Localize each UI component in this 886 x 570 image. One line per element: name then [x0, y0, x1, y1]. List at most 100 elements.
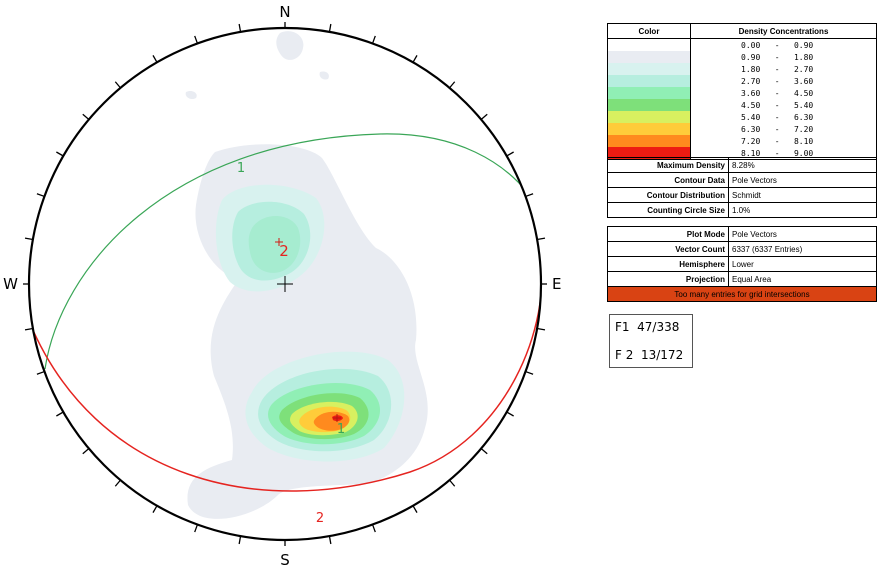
contour-info-row-value: 1.0% [728, 202, 877, 218]
plot-info-row-key: Vector Count [607, 241, 729, 257]
tick-mark [449, 479, 456, 487]
plot-info-row: Hemisphere Lower [607, 256, 877, 272]
legend-range-max: 4.50 [793, 88, 814, 98]
contour-info-row: Contour Distribution Schmidt [607, 187, 877, 203]
legend-range-min: 3.60 [741, 88, 761, 98]
legend-range: 7.20 - 8.10 [690, 135, 877, 147]
legend-swatch [607, 63, 691, 75]
legend-range: 0.00 - 0.90 [690, 38, 877, 51]
legend-swatch [607, 38, 691, 51]
legend-row: 8.10 - 9.00 [607, 147, 877, 160]
tick-mark [480, 448, 488, 455]
legend-range-max: 1.80 [793, 52, 814, 62]
legend-row: 0.90 - 1.80 [607, 51, 877, 63]
legend-range: 3.60 - 4.50 [690, 87, 877, 99]
plot-info-row-value: Lower [728, 256, 877, 272]
legend-range-min: 4.50 [741, 100, 761, 110]
plot-info-row-key: Projection [607, 271, 729, 287]
tick-mark [506, 151, 514, 157]
legend-range-max: 6.30 [793, 112, 814, 122]
plane-list-item: F 2 13/172 [615, 348, 684, 362]
plane-list-item: F1 47/338 [615, 320, 680, 334]
tick-mark [525, 370, 534, 375]
legend-range: 6.30 - 7.20 [690, 123, 877, 135]
tick-mark [412, 55, 418, 63]
contour-info-row-key: Contour Data [607, 172, 729, 188]
contour-info-row-value: Schmidt [728, 187, 877, 203]
tick-mark [449, 81, 456, 89]
plot-info-row-value: Equal Area [728, 271, 877, 287]
plot-info-row-key: Hemisphere [607, 256, 729, 272]
legend-row: 4.50 - 5.40 [607, 99, 877, 111]
tick-mark [152, 55, 158, 63]
tick-mark [536, 327, 546, 331]
legend-range: 5.40 - 6.30 [690, 111, 877, 123]
tick-mark [480, 113, 488, 120]
legend-swatch [607, 135, 691, 147]
compass-south: S [280, 551, 290, 569]
contour-band-4-upper [248, 216, 301, 273]
plot-info-row-value: 6337 (6337 Entries) [728, 241, 877, 257]
legend-range-max: 8.10 [793, 136, 814, 146]
contour-band-1-speck [185, 90, 197, 100]
legend-range-min: 8.10 [741, 148, 761, 158]
legend-range-min: 0.90 [741, 52, 761, 62]
tick-mark [238, 535, 242, 545]
legend-range-min: 2.70 [741, 76, 761, 86]
legend-row: 0.00 - 0.90 [607, 38, 877, 51]
density-contours [185, 31, 428, 519]
tick-marks [23, 22, 547, 546]
plot-info-row-value: Pole Vectors [728, 226, 877, 242]
legend-range-max: 0.90 [793, 40, 814, 50]
legend-row: 7.20 - 8.10 [607, 135, 877, 147]
tick-mark [371, 35, 376, 44]
tick-mark [36, 193, 45, 198]
tick-mark [506, 411, 514, 417]
contour-info-row: Contour Data Pole Vectors [607, 172, 877, 188]
legend-row: 6.30 - 7.20 [607, 123, 877, 135]
plot-info-row: Projection Equal Area [607, 271, 877, 287]
legend-range: 1.80 - 2.70 [690, 63, 877, 75]
legend-range-min: 5.40 [741, 112, 761, 122]
contour-info-row-key: Maximum Density [607, 157, 729, 173]
tick-mark [82, 113, 90, 120]
center-cross-icon [277, 276, 293, 292]
tick-mark [36, 370, 45, 375]
stereonet-plot: N S E W 1 2 2 1 [3, 3, 561, 569]
plane-label-2: 2 [316, 511, 324, 526]
contour-info-row-value: Pole Vectors [728, 172, 877, 188]
plot-info-row: Vector Count 6337 (6337 Entries) [607, 241, 877, 257]
contour-info-row: Counting Circle Size 1.0% [607, 202, 877, 218]
tick-mark [328, 23, 332, 33]
contour-info-row-key: Contour Distribution [607, 187, 729, 203]
plot-info-row-key: Plot Mode [607, 226, 729, 242]
tick-mark [114, 479, 121, 487]
legend-range-max: 3.60 [793, 76, 814, 86]
legend-range-min: 7.20 [741, 136, 761, 146]
legend-row: 5.40 - 6.30 [607, 111, 877, 123]
compass-west: W [3, 275, 18, 293]
legend-swatch [607, 51, 691, 63]
warning-message: Too many entries for grid intersections [607, 286, 877, 302]
great-circle-plane-1 [44, 133, 528, 370]
legend-swatch [607, 111, 691, 123]
contour-info-row-key: Counting Circle Size [607, 202, 729, 218]
contour-info-row: Maximum Density 8.28% [607, 157, 877, 173]
tick-mark [194, 524, 199, 533]
tick-mark [114, 81, 121, 89]
legend-range: 4.50 - 5.40 [690, 99, 877, 111]
tick-mark [328, 535, 332, 545]
tick-mark [24, 237, 34, 241]
tick-mark [56, 151, 64, 157]
contour-info-table: Maximum Density 8.28% Contour Data Pole Vec… [607, 157, 877, 218]
legend-swatch [607, 75, 691, 87]
tick-mark [238, 23, 242, 33]
pole-marker-icon [275, 238, 283, 246]
plot-info-table: Plot Mode Pole Vectors Vector Count 6337 (6… [607, 226, 877, 302]
centroid-label-2: 2 [279, 242, 289, 260]
legend-swatch [607, 123, 691, 135]
legend-range-min: 1.80 [741, 64, 761, 74]
tick-mark [536, 237, 546, 241]
legend-range: 0.90 - 1.80 [690, 51, 877, 63]
tick-mark [24, 327, 34, 331]
